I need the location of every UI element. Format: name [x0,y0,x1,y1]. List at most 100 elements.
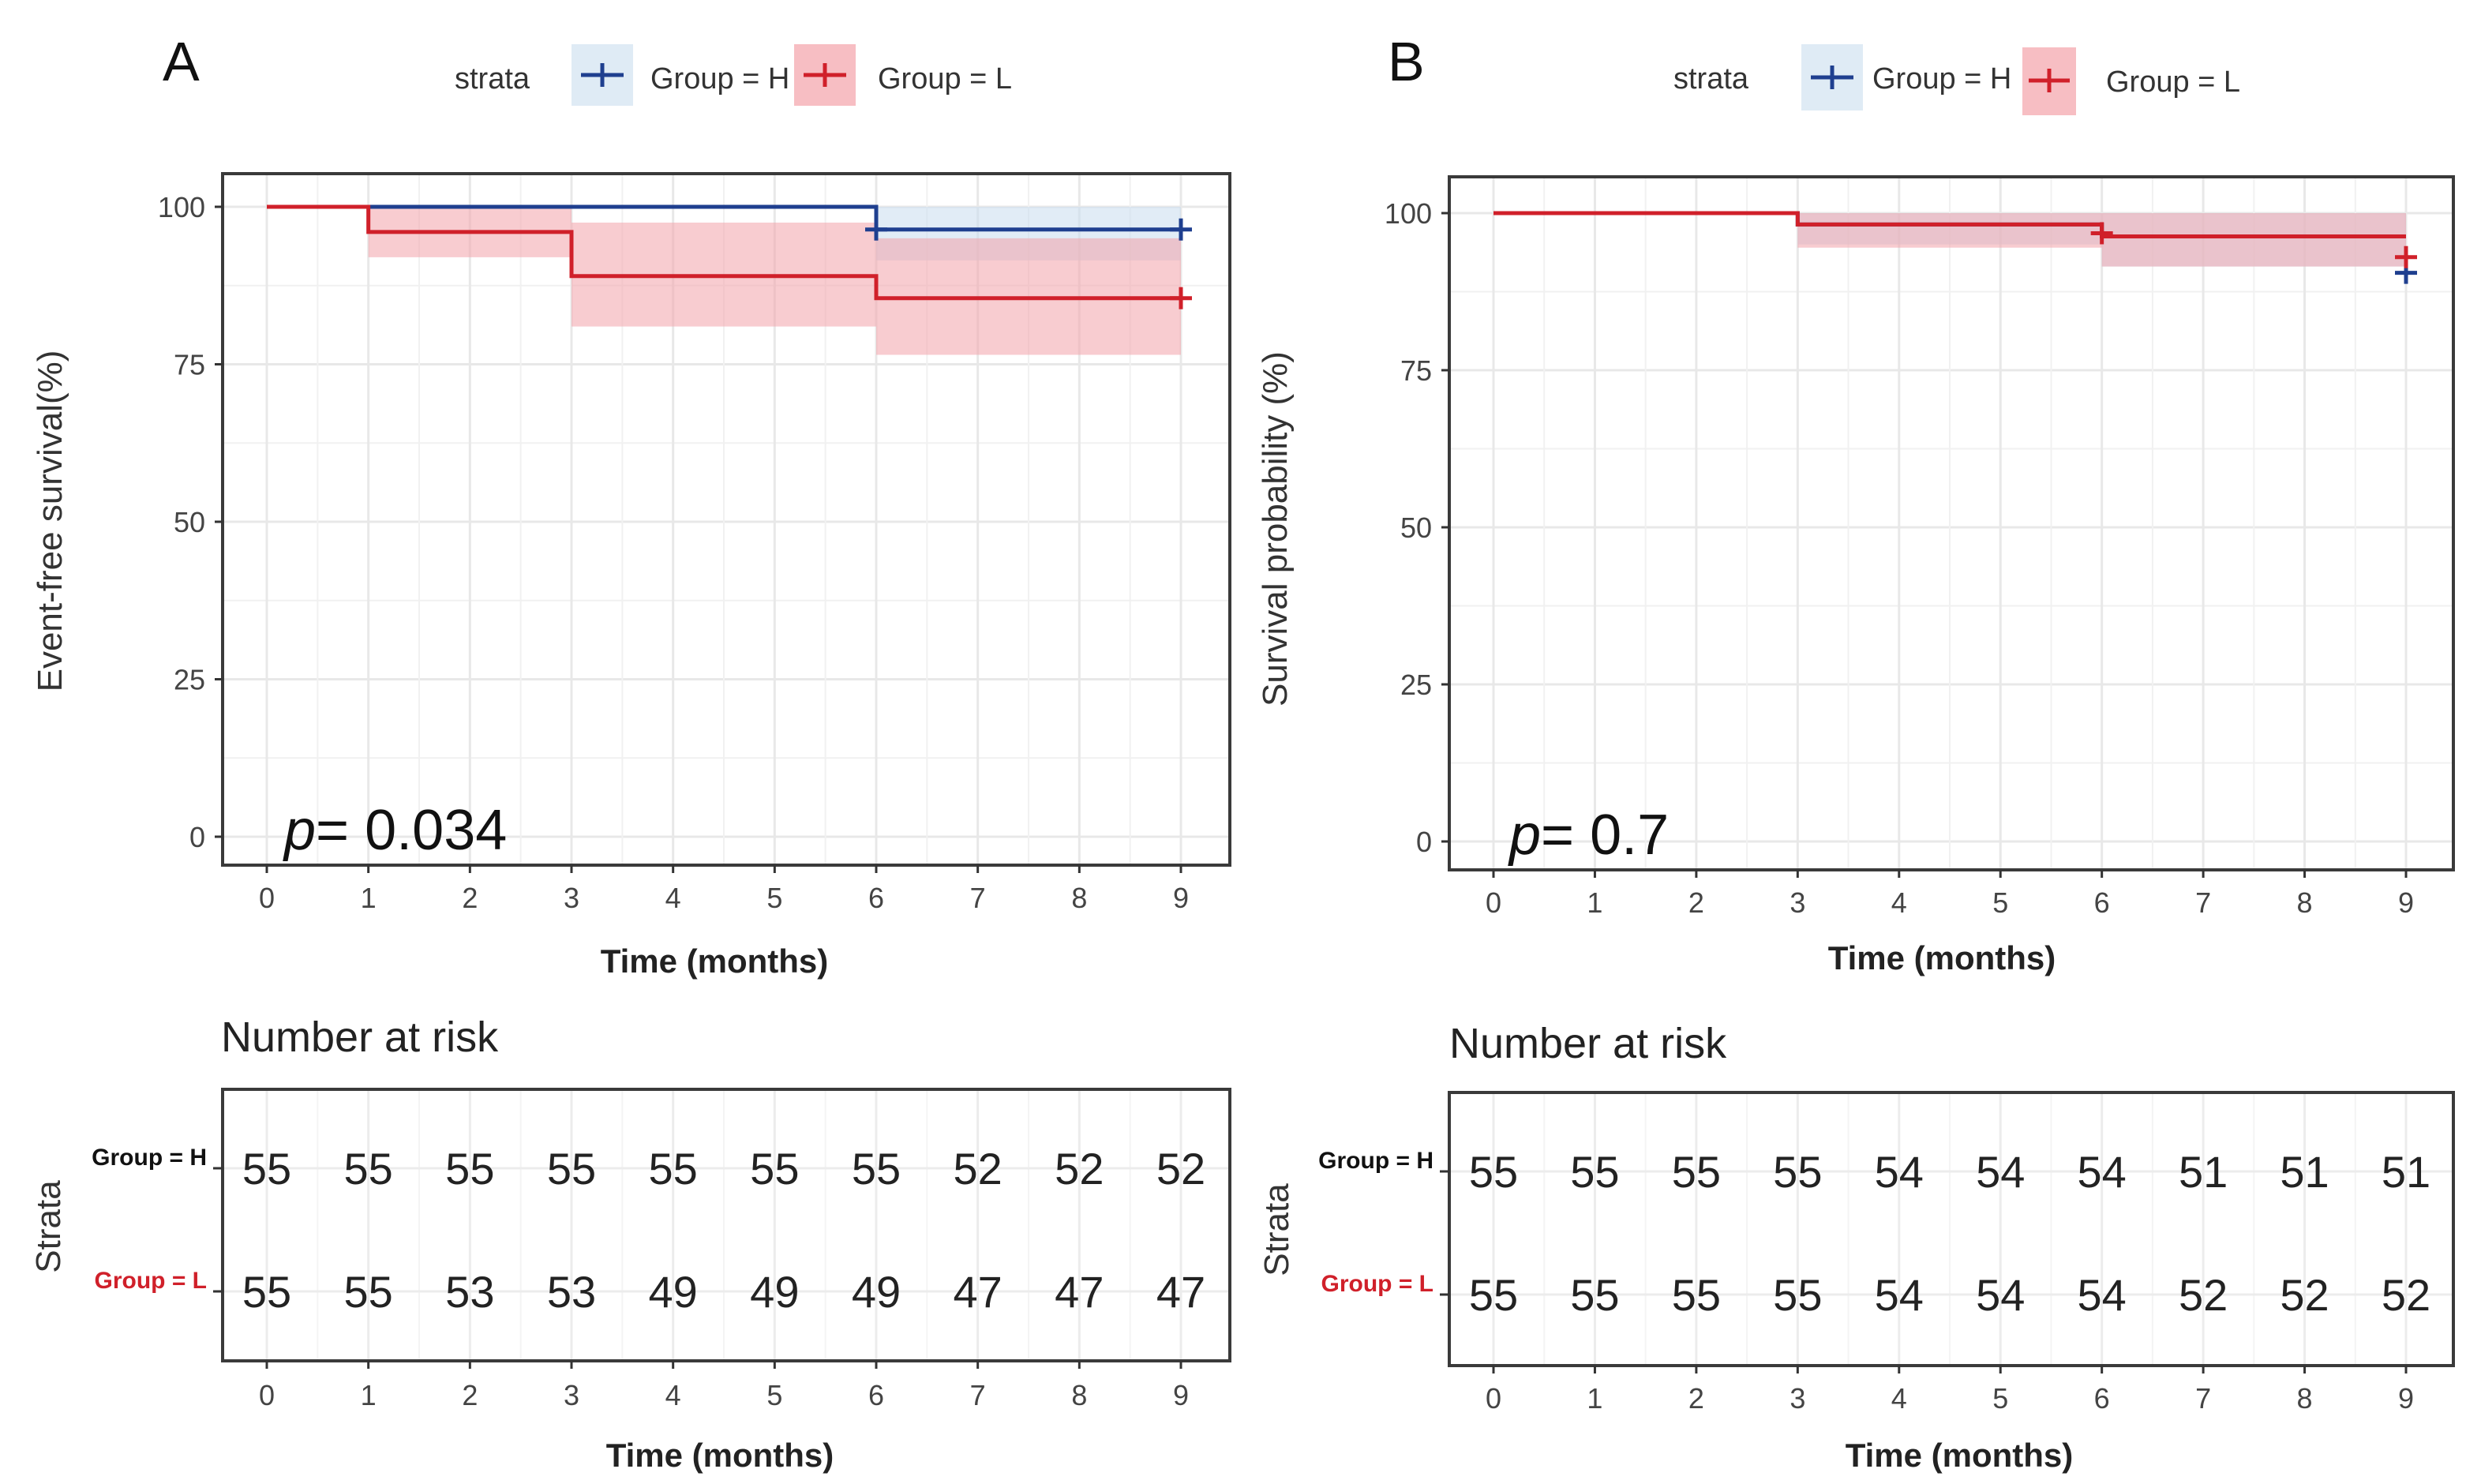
risk-value: 47 [1156,1267,1205,1317]
y-tick-label: 0 [189,821,205,853]
risk-value: 55 [1672,1270,1721,1320]
risk-value: 47 [1055,1267,1104,1317]
risk-value: 55 [852,1144,901,1194]
risk-x-tick-label: 7 [2195,1382,2211,1415]
x-tick-label: 7 [970,882,986,914]
risk-value: 51 [2382,1147,2430,1197]
risk-x-tick-label: 0 [259,1379,275,1411]
risk-x-tick-label: 9 [2398,1382,2414,1415]
censor-mark-l [1170,287,1192,309]
legend-label-h: Group = H [650,62,789,96]
x-tick-label: 4 [665,882,681,914]
x-tick-label: 1 [1587,886,1602,919]
grid [223,174,1230,865]
risk-x-tick-label: 5 [766,1379,782,1411]
p-value: p= 0.7 [1508,804,1669,867]
p-value: p= 0.034 [283,799,507,862]
plot-frame [1448,175,2455,871]
risk-value: 55 [1570,1147,1619,1197]
risk-value: 55 [1773,1147,1822,1197]
risk-value: 55 [1469,1270,1518,1320]
risk-x-tick-label: 6 [2094,1382,2110,1415]
ci-band-l [1493,213,2406,267]
risk-x-tick-label: 1 [1587,1382,1602,1415]
panel-letter: B [1388,31,1425,92]
risk-value: 55 [344,1267,393,1317]
risk-value: 49 [852,1267,901,1317]
risk-value: 55 [445,1144,494,1194]
x-tick-label: 4 [1891,886,1907,919]
y-tick-label: 100 [158,191,205,223]
legend: strata Group = H Group = L [1673,44,2240,115]
risk-value: 52 [1156,1144,1205,1194]
risk-value: 55 [1469,1147,1518,1197]
x-tick-label: 2 [1688,886,1704,919]
y-tick-label: 25 [174,664,205,696]
censor-mark-h [865,218,887,241]
risk-value: 54 [1976,1270,2025,1320]
y-tick-label: 50 [1400,512,1432,544]
p-value-symbol: p [283,799,316,862]
risk-value: 52 [1055,1144,1104,1194]
x-tick-label: 9 [2398,886,2414,919]
survival-curve-h [267,204,1181,232]
p-value-symbol: p [1508,804,1541,867]
risk-x-tick-label: 4 [1891,1382,1907,1415]
x-tick-label: 0 [1486,886,1501,919]
risk-value: 52 [2179,1270,2228,1320]
x-tick-label: 1 [361,882,377,914]
risk-x-tick-label: 2 [462,1379,478,1411]
risk-x-tick-label: 2 [1688,1382,1704,1415]
legend-key-h-icon [581,63,624,87]
risk-x-tick-label: 8 [2297,1382,2313,1415]
risk-value: 54 [2078,1147,2127,1197]
risk-row-label-h: Group = H [1318,1148,1434,1174]
legend-label-l: Group = L [2106,66,2240,99]
km-plot: 0 25 50 75 100 0 1 2 3 4 5 6 7 8 9 [1385,175,2455,919]
x-tick-label: 8 [2297,886,2313,919]
y-tick-label: 75 [174,349,205,381]
grid [1449,177,2453,870]
risk-x-tick-label: 3 [1790,1382,1805,1415]
risk-x-tick-label: 4 [665,1379,681,1411]
x-tick-label: 6 [868,882,884,914]
risk-x-tick-label: 8 [1071,1379,1087,1411]
risk-value: 55 [547,1144,596,1194]
x-tick-label: 5 [1992,886,2008,919]
risk-row-label-l: Group = L [95,1268,208,1294]
risk-x-tick-label: 7 [970,1379,986,1411]
risk-value: 49 [750,1267,799,1317]
x-tick-label: 3 [1790,886,1805,919]
legend-label-l: Group = L [878,62,1012,96]
panel-b: B strata Group = H Group = L Survival pr… [1256,31,2455,1474]
x-tick-label: 6 [2094,886,2110,919]
x-tick-label: 3 [564,882,579,914]
risk-value: 51 [2179,1147,2228,1197]
risk-value: 54 [2078,1270,2127,1320]
risk-value: 55 [1672,1147,1721,1197]
p-value-text: = 0.7 [1541,804,1669,867]
risk-value: 52 [2382,1270,2430,1320]
risk-row-label-l: Group = L [1321,1271,1434,1297]
y-tick-label: 75 [1400,354,1432,387]
risk-value: 52 [954,1144,1003,1194]
risk-x-tick-label: 0 [1486,1382,1501,1415]
legend-key-l-icon [2029,69,2070,92]
legend-key-h-icon [1811,66,1853,89]
x-tick-label: 9 [1173,882,1189,914]
x-tick-label: 5 [766,882,782,914]
risk-x-tick-label: 1 [361,1379,377,1411]
legend-key-l-icon [804,63,846,87]
risk-x-tick-label: 5 [1992,1382,2008,1415]
plot-frame [221,172,1231,867]
risk-value: 51 [2280,1147,2329,1197]
y-tick-label: 25 [1400,669,1432,701]
y-axis-label: Survival probability (%) [1256,351,1295,706]
legend-title: strata [455,62,530,96]
risk-value: 53 [547,1267,596,1317]
risk-value: 55 [344,1144,393,1194]
x-tick-label: 2 [462,882,478,914]
